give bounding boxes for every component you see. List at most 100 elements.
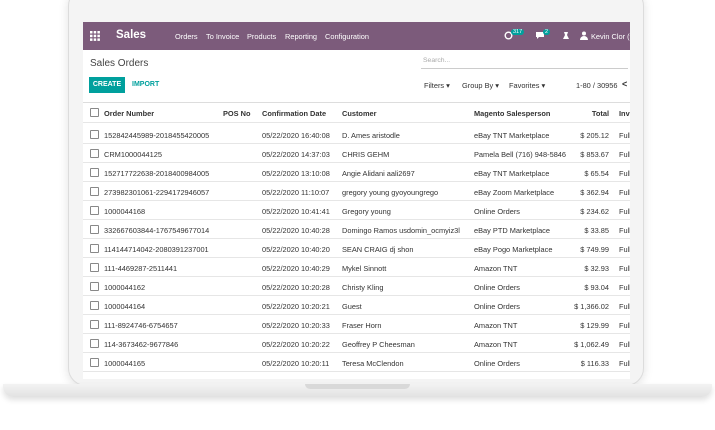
row-checkbox[interactable]: [90, 206, 99, 215]
cell-order-number: 111-8924746-6754657: [104, 321, 178, 330]
table-top-border: [83, 102, 630, 103]
row-checkbox[interactable]: [90, 358, 99, 367]
apps-icon[interactable]: [90, 31, 100, 41]
row-border: [83, 276, 630, 277]
create-button[interactable]: CREATE: [89, 77, 125, 93]
cell-customer: SEAN CRAIG dj shon: [342, 245, 414, 254]
cell-salesperson: Amazon TNT: [474, 340, 518, 349]
messages-icon[interactable]: [535, 31, 545, 40]
cell-total: $ 129.99: [580, 321, 609, 330]
cell-invoice: Full: [619, 321, 630, 330]
favorites-label: Favorites: [509, 81, 540, 90]
cell-confirmation-date: 05/22/2020 10:40:29: [262, 264, 330, 273]
column-header[interactable]: Order Number: [104, 109, 155, 118]
row-border: [83, 219, 630, 220]
header-checkbox[interactable]: [90, 108, 99, 117]
row-checkbox[interactable]: [90, 301, 99, 310]
cell-confirmation-date: 05/22/2020 10:20:33: [262, 321, 330, 330]
cell-salesperson: eBay Zoom Marketplace: [474, 188, 555, 197]
row-checkbox[interactable]: [90, 320, 99, 329]
cell-confirmation-date: 05/22/2020 13:10:08: [262, 169, 330, 178]
cell-total: $ 65.54: [584, 169, 609, 178]
menu-item[interactable]: To Invoice: [206, 32, 240, 41]
activity-icon[interactable]: [504, 31, 513, 40]
cell-confirmation-date: 05/22/2020 10:20:22: [262, 340, 330, 349]
cell-total: $ 116.33: [580, 359, 609, 368]
menu-item[interactable]: Products: [247, 32, 277, 41]
cell-customer: Domingo Ramos usdomin_ocmyiz3l: [342, 226, 460, 235]
cell-salesperson: eBay TNT Marketplace: [474, 169, 550, 178]
pager-prev[interactable]: <: [622, 79, 628, 89]
menu-item[interactable]: Orders: [175, 32, 198, 41]
cell-confirmation-date: 05/22/2020 10:41:41: [262, 207, 330, 216]
group-by-button[interactable]: Group By ▾: [462, 81, 499, 90]
cell-customer: Guest: [342, 302, 362, 311]
column-header[interactable]: Customer: [342, 109, 377, 118]
favorites-button[interactable]: Favorites ▾: [509, 81, 546, 90]
debug-icon[interactable]: [562, 31, 570, 40]
cell-salesperson: eBay TNT Marketplace: [474, 131, 550, 140]
row-border: [83, 371, 630, 372]
search-underline: [421, 68, 628, 69]
row-checkbox[interactable]: [90, 130, 99, 139]
cell-total: $ 33.85: [584, 226, 609, 235]
cell-confirmation-date: 05/22/2020 11:10:07: [262, 188, 330, 197]
cell-salesperson: Amazon TNT: [474, 321, 518, 330]
cell-order-number: 332667603844-1767549677014: [104, 226, 210, 235]
group-by-label: Group By: [462, 81, 494, 90]
cell-order-number: 273982301061-2294172946057: [104, 188, 210, 197]
cell-customer: Teresa McClendon: [342, 359, 404, 368]
cell-salesperson: eBay PTD Marketplace: [474, 226, 550, 235]
cell-salesperson: Online Orders: [474, 207, 521, 216]
menu-item[interactable]: Configuration: [325, 32, 369, 41]
cell-invoice: Full: [619, 340, 630, 349]
row-checkbox[interactable]: [90, 149, 99, 158]
column-header[interactable]: Total: [591, 109, 609, 118]
user-name[interactable]: Kevin Clor (t: [591, 32, 630, 41]
search-input[interactable]: Search...: [423, 57, 451, 64]
row-checkbox[interactable]: [90, 225, 99, 234]
cell-confirmation-date: 05/22/2020 10:20:11: [262, 359, 330, 368]
pager: 1-80 / 30956: [576, 81, 618, 90]
cell-total: $ 93.04: [584, 283, 609, 292]
cell-order-number: 111-4469287-2511441: [104, 264, 178, 273]
laptop-base: [3, 384, 712, 397]
column-header[interactable]: Confirmation Date: [262, 109, 327, 118]
filters-label: Filters: [424, 81, 445, 90]
column-header[interactable]: POS No: [223, 109, 251, 118]
cell-invoice: Full: [619, 150, 630, 159]
row-border: [83, 200, 630, 201]
cell-order-number: 1000044168: [104, 207, 146, 216]
cell-customer: Fraser Horn: [342, 321, 382, 330]
cell-customer: Angie Alidani aali2697: [342, 169, 415, 178]
column-header[interactable]: Magento Salesperson: [474, 109, 551, 118]
cell-customer: CHRIS GEHM: [342, 150, 390, 159]
row-border: [83, 352, 630, 353]
app-name[interactable]: Sales: [116, 29, 147, 41]
page-title: Sales Orders: [90, 58, 149, 69]
cell-salesperson: Amazon TNT: [474, 264, 518, 273]
cell-invoice: Full: [619, 169, 630, 178]
column-header[interactable]: Inv: [619, 109, 630, 118]
row-border: [83, 181, 630, 182]
row-checkbox[interactable]: [90, 187, 99, 196]
cell-customer: Christy Kling: [342, 283, 384, 292]
cell-invoice: Full: [619, 264, 630, 273]
filters-button[interactable]: Filters ▾: [424, 81, 450, 90]
row-checkbox[interactable]: [90, 263, 99, 272]
activity-badge: 317: [511, 29, 525, 35]
menu-item[interactable]: Reporting: [285, 32, 318, 41]
cell-order-number: 1000044164: [104, 302, 146, 311]
import-button[interactable]: IMPORT: [132, 81, 160, 88]
row-border: [83, 314, 630, 315]
cell-invoice: Full: [619, 245, 630, 254]
row-checkbox[interactable]: [90, 282, 99, 291]
screen: Sales Orders To Invoice Products Reporting C…: [83, 22, 630, 379]
row-checkbox[interactable]: [90, 244, 99, 253]
cell-invoice: Full: [619, 359, 630, 368]
messages-badge: 2: [543, 29, 551, 35]
cell-total: $ 205.12: [580, 131, 609, 140]
row-checkbox[interactable]: [90, 168, 99, 177]
row-checkbox[interactable]: [90, 339, 99, 348]
cell-order-number: 114144714042-2080391237001: [104, 245, 209, 254]
